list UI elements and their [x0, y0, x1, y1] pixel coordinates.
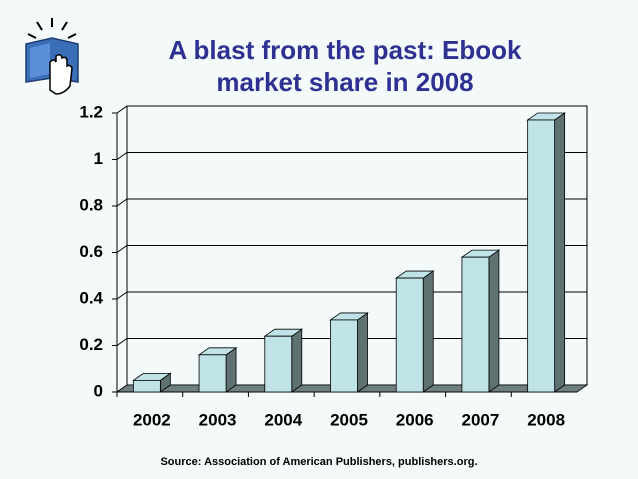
source-note: Source: Association of American Publishe… [160, 456, 478, 468]
x-tick-label: 2006 [396, 410, 434, 429]
y-tick-label: 1.2 [79, 102, 103, 121]
grid-line [116, 198, 587, 207]
bar-front [132, 379, 161, 393]
x-tick-label: 2002 [133, 410, 171, 429]
bar-side [422, 270, 434, 393]
grid-line [116, 152, 587, 160]
grid-line [116, 291, 587, 300]
x-tick-label: 2005 [330, 410, 368, 429]
bar-side [357, 312, 368, 393]
bar-front [264, 335, 293, 393]
chart-title: A blast from the past: Ebook market shar… [168, 35, 522, 97]
bar [132, 372, 172, 393]
y-tick-label: 0.4 [79, 288, 103, 307]
grid-line [116, 338, 587, 346]
bar-front [461, 256, 490, 393]
y-tick-label: 0.8 [79, 195, 103, 214]
icon [25, 18, 79, 95]
bar [460, 249, 501, 393]
x-tick-label: 2003 [199, 410, 237, 429]
bar [394, 270, 435, 393]
bar [263, 328, 304, 393]
bar [526, 112, 566, 393]
x-tick-label: 2004 [264, 410, 302, 429]
y-tick-label: 1 [94, 149, 103, 168]
grid-line [116, 105, 587, 114]
bar-side [488, 249, 500, 393]
bar-front [395, 277, 424, 393]
y-tick-label: 0.2 [79, 335, 103, 354]
bar-side [225, 347, 237, 393]
bar-front [330, 319, 358, 393]
bar [329, 312, 369, 393]
bar-front [527, 119, 556, 393]
bar-side [291, 328, 303, 393]
y-tick-label: 0.6 [79, 242, 103, 261]
grid-line [116, 245, 587, 253]
x-tick-label: 2008 [527, 410, 565, 429]
x-tick-label: 2007 [462, 410, 500, 429]
bar-side [554, 112, 566, 393]
bar [197, 347, 238, 393]
bar-front [198, 354, 227, 393]
y-tick-label: 0 [94, 381, 103, 400]
